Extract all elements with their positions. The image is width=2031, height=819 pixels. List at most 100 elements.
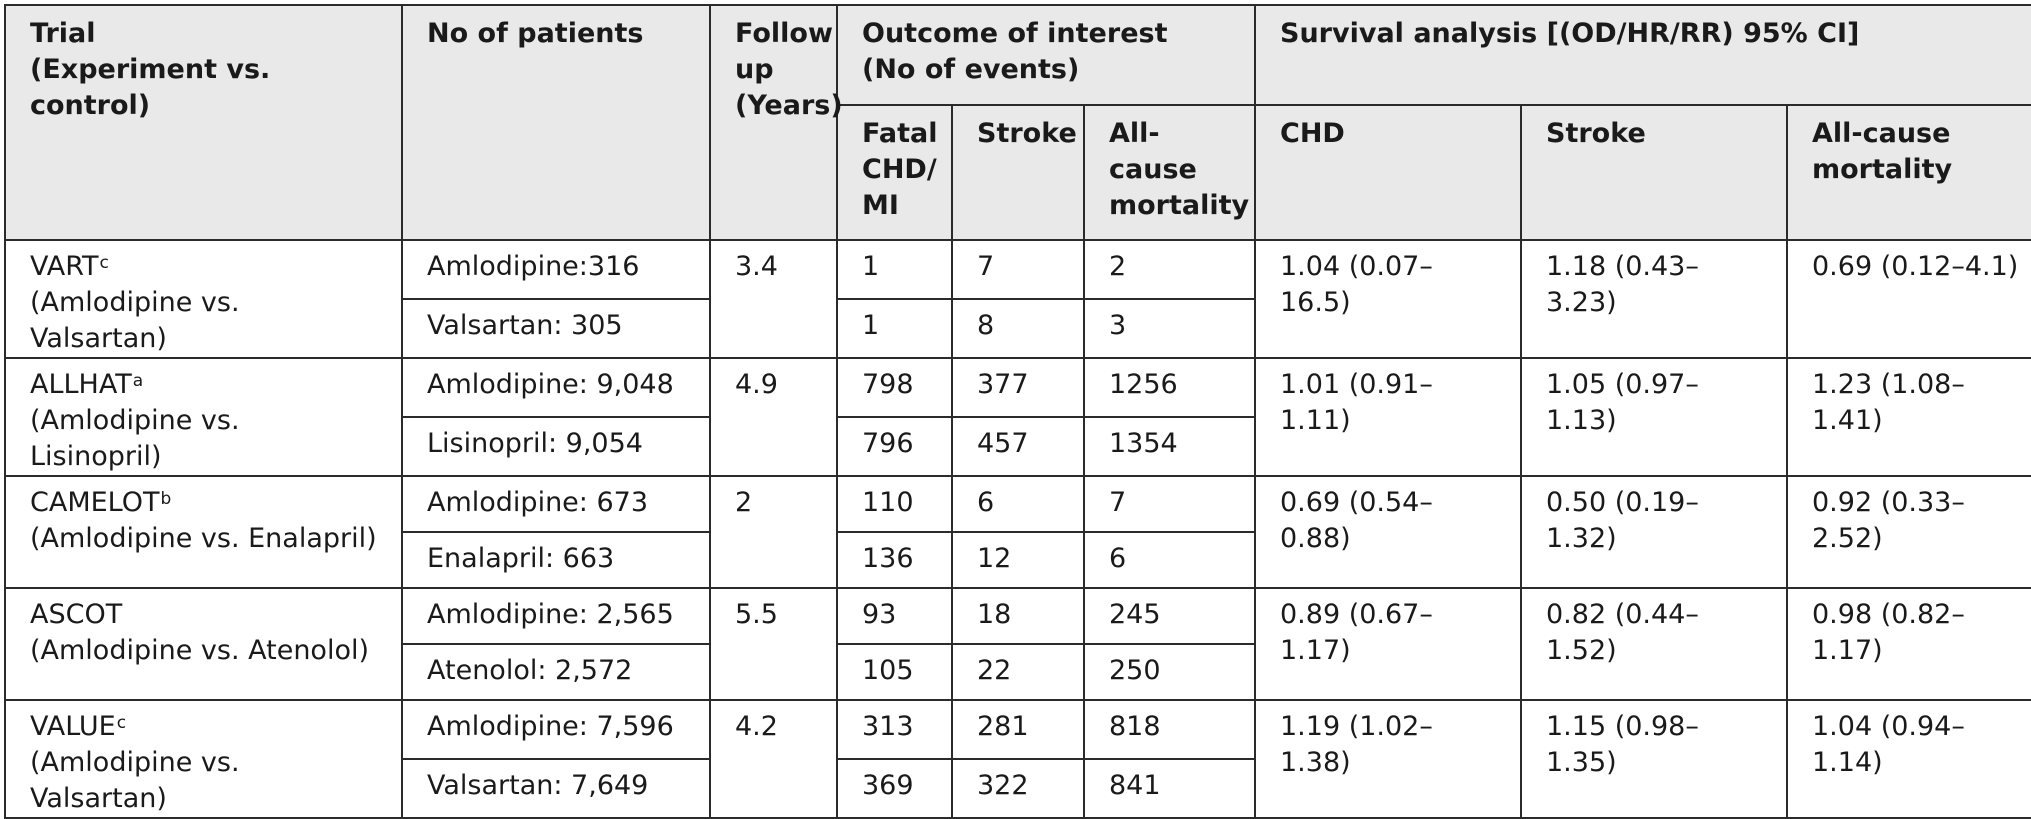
table-row: Enalapril: 663 136 12 6: [5, 531, 2031, 589]
trials-table: Trial (Experiment vs. control) No of pat…: [4, 4, 2031, 819]
fatal-chd-control: 105: [836, 643, 953, 701]
header-surv-all-cause: All-cause mortality: [1785, 104, 2031, 241]
trial-name: VALUE: [30, 711, 116, 742]
trial-cell: ALLHATa (Amlodipine vs. Lisinopril): [4, 357, 403, 477]
header-trial-sub: (Experiment vs. control): [30, 54, 271, 121]
fatal-chd-control: 1: [836, 298, 953, 359]
stroke-experiment: 377: [951, 357, 1085, 418]
all-cause-control: 250: [1083, 643, 1256, 701]
table-row: VARTc (Amlodipine vs. Valsartan) Amlodipin…: [4, 239, 2031, 359]
trial-cell: VALUEc (Amlodipine vs. Valsartan): [4, 699, 403, 819]
trial-footnote-mark: b: [160, 489, 172, 509]
fatal-chd-experiment: 93: [836, 587, 953, 645]
stroke-control: 22: [951, 643, 1085, 701]
patients-control: Lisinopril: 9,054: [401, 416, 711, 477]
survival-stroke: 1.15 (0.98–1.35): [1520, 699, 1788, 819]
survival-chd: 0.69 (0.54–0.88): [1254, 475, 1522, 589]
survival-stroke: 1.18 (0.43–3.23): [1520, 239, 1788, 359]
trial-name: ASCOT: [30, 599, 123, 630]
all-cause-experiment: 818: [1083, 699, 1256, 760]
fatal-chd-experiment: 798: [836, 357, 953, 418]
trial-name: VART: [30, 251, 99, 282]
table-row: ALLHATa (Amlodipine vs. Lisinopril) Amlodi…: [4, 357, 2031, 477]
table-header: Trial (Experiment vs. control) No of pat…: [4, 4, 2031, 241]
trial-cell: ASCOT (Amlodipine vs. Atenolol): [4, 587, 403, 701]
trial-comparison: (Amlodipine vs. Lisinopril): [30, 405, 240, 472]
trial-footnote-mark: c: [116, 713, 127, 733]
survival-chd: 0.89 (0.67–1.17): [1254, 587, 1522, 701]
fatal-chd-experiment: 313: [836, 699, 953, 760]
stroke-experiment: 281: [951, 699, 1085, 760]
stroke-experiment: 18: [951, 587, 1085, 645]
survival-all-cause: 1.04 (0.94–1.14): [1785, 699, 2031, 819]
table-row: CAMELOTb (Amlodipine vs. Enalapril) Amlodi…: [4, 475, 2031, 589]
header-chd: CHD: [1254, 104, 1522, 241]
all-cause-experiment: 1256: [1083, 357, 1256, 418]
followup-years: 5.5: [709, 587, 838, 701]
table-row: Valsartan: 305 1 8 3: [5, 298, 2031, 359]
patients-experiment: Amlodipine: 673: [401, 475, 711, 533]
survival-all-cause: 0.69 (0.12–4.1): [1785, 239, 2031, 359]
header-fatal-chd: Fatal CHD/ MI: [836, 104, 953, 241]
stroke-control: 8: [951, 298, 1085, 359]
trial-name: CAMELOT: [30, 487, 160, 518]
table-row: Valsartan: 7,649 369 322 841: [5, 758, 2031, 819]
all-cause-experiment: 2: [1083, 239, 1256, 300]
survival-stroke: 0.50 (0.19–1.32): [1520, 475, 1788, 589]
survival-all-cause: 0.98 (0.82–1.17): [1785, 587, 2031, 701]
survival-chd: 1.04 (0.07–16.5): [1254, 239, 1522, 359]
all-cause-control: 6: [1083, 531, 1256, 589]
trial-comparison: (Amlodipine vs. Valsartan): [30, 287, 240, 354]
followup-years: 4.2: [709, 699, 838, 819]
trial-footnote-mark: c: [99, 253, 109, 273]
fatal-chd-control: 796: [836, 416, 953, 477]
header-all-cause: All-cause mortality: [1083, 104, 1256, 241]
survival-stroke: 1.05 (0.97–1.13): [1520, 357, 1788, 477]
followup-years: 3.4: [709, 239, 838, 359]
trial-comparison: (Amlodipine vs. Valsartan): [30, 747, 240, 814]
fatal-chd-control: 369: [836, 758, 953, 819]
table-row: ASCOT (Amlodipine vs. Atenolol) Amlodipine…: [4, 587, 2031, 701]
patients-control: Valsartan: 305: [401, 298, 711, 359]
patients-experiment: Amlodipine: 7,596: [401, 699, 711, 760]
patients-experiment: Amlodipine:316: [401, 239, 711, 300]
header-patients: No of patients: [401, 4, 711, 241]
patients-experiment: Amlodipine: 9,048: [401, 357, 711, 418]
patients-experiment: Amlodipine: 2,565: [401, 587, 711, 645]
header-survival: Survival analysis [(OD/HR/RR) 95% CI]: [1253, 4, 2031, 106]
trial-comparison: (Amlodipine vs. Enalapril): [30, 523, 377, 554]
stroke-experiment: 6: [951, 475, 1085, 533]
trial-cell: VARTc (Amlodipine vs. Valsartan): [4, 239, 403, 359]
all-cause-experiment: 7: [1083, 475, 1256, 533]
stroke-control: 322: [951, 758, 1085, 819]
survival-chd: 1.01 (0.91–1.11): [1254, 357, 1522, 477]
followup-years: 2: [709, 475, 838, 589]
trial-name: ALLHAT: [30, 369, 132, 400]
patients-control: Valsartan: 7,649: [401, 758, 711, 819]
header-surv-stroke: Stroke: [1520, 104, 1788, 241]
fatal-chd-control: 136: [836, 531, 953, 589]
patients-control: Atenolol: 2,572: [401, 643, 711, 701]
fatal-chd-experiment: 110: [836, 475, 953, 533]
survival-chd: 1.19 (1.02–1.38): [1254, 699, 1522, 819]
fatal-chd-experiment: 1: [836, 239, 953, 300]
survival-all-cause: 0.92 (0.33–2.52): [1785, 475, 2031, 589]
stroke-experiment: 7: [951, 239, 1085, 300]
followup-years: 4.9: [709, 357, 838, 477]
all-cause-experiment: 245: [1083, 587, 1256, 645]
header-trial-label: Trial: [30, 18, 96, 49]
survival-all-cause: 1.23 (1.08–1.41): [1785, 357, 2031, 477]
header-trial: Trial (Experiment vs. control): [4, 4, 403, 241]
header-followup: Follow up (Years): [709, 4, 843, 241]
survival-stroke: 0.82 (0.44–1.52): [1520, 587, 1788, 701]
header-outcome: Outcome of interest (No of events): [836, 4, 1256, 106]
all-cause-control: 841: [1083, 758, 1256, 819]
trial-comparison: (Amlodipine vs. Atenolol): [30, 635, 370, 666]
table-row: Atenolol: 2,572 105 22 250: [5, 643, 2031, 701]
table-body: VARTc (Amlodipine vs. Valsartan) Amlodipin…: [4, 239, 2031, 819]
patients-control: Enalapril: 663: [401, 531, 711, 589]
stroke-control: 457: [951, 416, 1085, 477]
trial-cell: CAMELOTb (Amlodipine vs. Enalapril): [4, 475, 403, 589]
table-row: VALUEc (Amlodipine vs. Valsartan) Amlodipi…: [4, 699, 2031, 819]
table-row: Lisinopril: 9,054 796 457 1354: [5, 416, 2031, 477]
